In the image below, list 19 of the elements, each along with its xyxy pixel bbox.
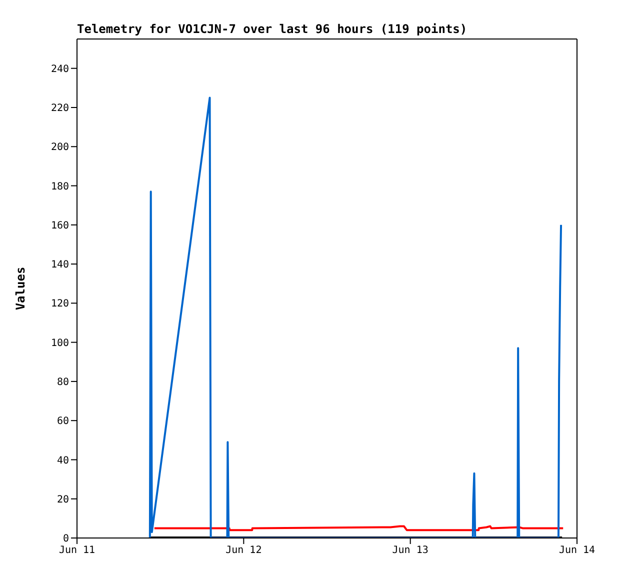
- y-tick-label: 20: [56, 494, 69, 506]
- y-tick-label: 160: [50, 220, 69, 232]
- y-tick-label: 180: [50, 181, 69, 192]
- y-tick-label: 100: [50, 338, 69, 349]
- x-tick-label: Jun 12: [226, 545, 262, 556]
- chart-title: Telemetry for VO1CJN-7 over last 96 hours (119 points): [77, 22, 468, 36]
- y-tick-label: 200: [50, 142, 69, 154]
- y-tick-label: 120: [50, 298, 69, 310]
- y-tick-label: 80: [56, 377, 69, 388]
- y-tick-label: 0: [62, 534, 69, 545]
- y-tick-label: 140: [50, 260, 69, 271]
- y-tick-label: 240: [50, 64, 69, 75]
- x-tick-label: Jun 14: [558, 545, 596, 556]
- y-axis-title: Values: [13, 266, 28, 310]
- y-tick-label: 60: [56, 416, 69, 428]
- y-tick-label: 40: [56, 455, 69, 466]
- x-tick-label: Jun 13: [392, 545, 428, 556]
- y-tick-label: 220: [50, 103, 69, 114]
- x-tick-label: Jun 11: [58, 545, 96, 556]
